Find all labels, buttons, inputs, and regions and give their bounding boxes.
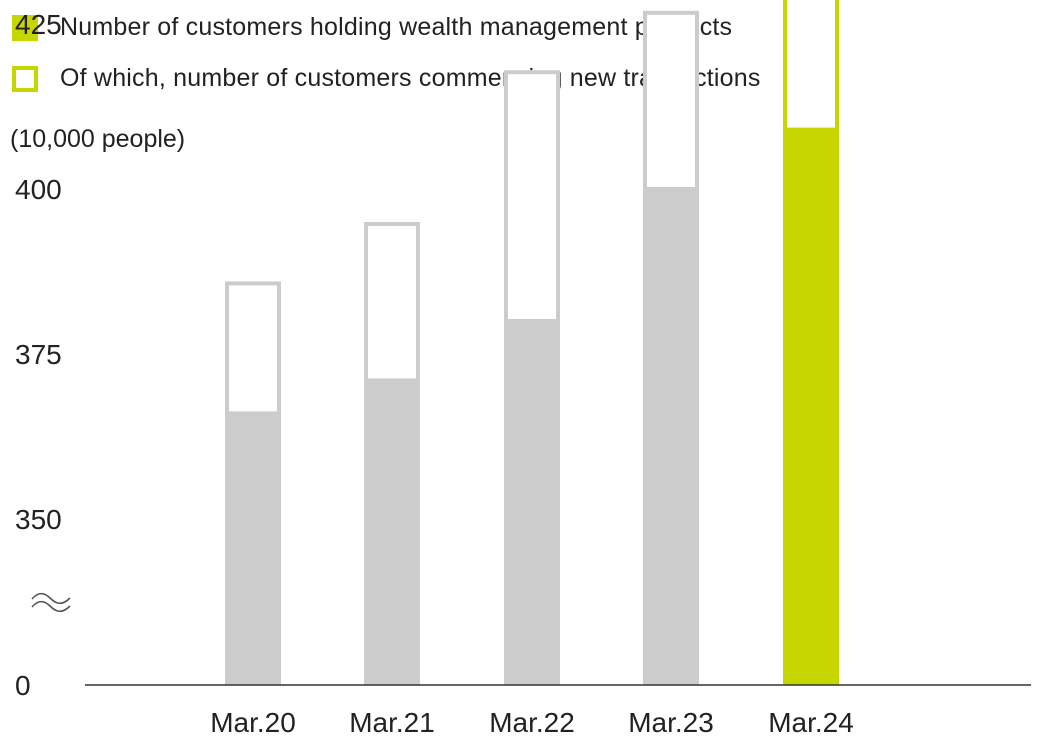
- bars: [225, 0, 839, 686]
- x-category-label: Mar.20: [210, 707, 296, 738]
- y-tick-label: 0: [15, 670, 31, 701]
- legend-item-holding: Number of customers holding wealth manag…: [12, 13, 732, 42]
- bar-new-transactions-Mar.23: [643, 10, 699, 191]
- y-tick-label: 400: [15, 174, 62, 205]
- y-axis-ticks: 0350375400425450: [15, 9, 62, 701]
- x-axis-labels: Mar.20 Mar.21 Mar.22 Mar.23 Mar.24: [210, 707, 854, 738]
- legend-swatch-outline: [12, 65, 38, 92]
- bar-new-transactions-Mar.20: [225, 281, 281, 416]
- x-category-label: Mar.24: [768, 707, 854, 738]
- y-axis-unit-label: (10,000 people): [10, 125, 186, 153]
- legend-swatch-filled: [12, 14, 38, 41]
- bar-new-transactions-Mar.21: [364, 222, 420, 383]
- x-category-label: Mar.23: [628, 707, 714, 738]
- legend-label-holding: Number of customers holding wealth manag…: [60, 13, 733, 41]
- x-category-label: Mar.21: [349, 707, 435, 738]
- axis-break-icon: [31, 592, 71, 613]
- bar-holding-Mar.21: [364, 380, 420, 685]
- bar-holding-Mar.20: [225, 413, 281, 685]
- bar-holding-Mar.22: [504, 321, 560, 685]
- y-tick-label: 425: [15, 9, 62, 40]
- bar-new-transactions-Mar.22: [504, 70, 560, 323]
- x-category-label: Mar.22: [489, 707, 575, 738]
- y-tick-label: 350: [15, 504, 62, 535]
- bar-holding-Mar.23: [643, 189, 699, 685]
- bar-new-transactions-Mar.24: [783, 0, 839, 132]
- y-tick-label: 375: [15, 339, 62, 370]
- bar-holding-Mar.24: [783, 129, 839, 686]
